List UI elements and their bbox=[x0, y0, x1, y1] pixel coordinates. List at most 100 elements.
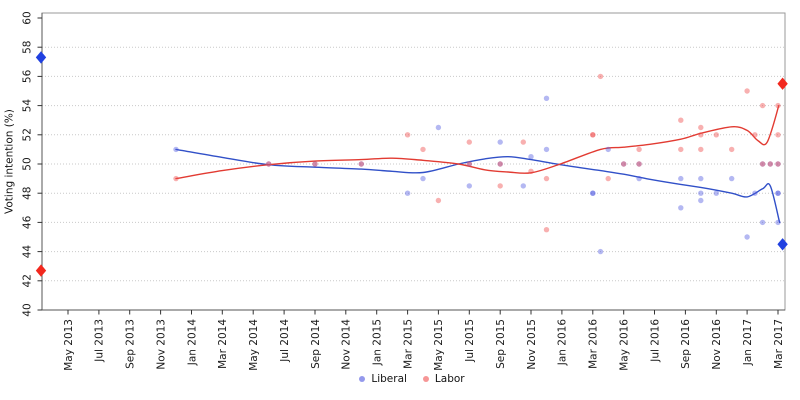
x-tick-label: Jan 2017 bbox=[742, 319, 754, 366]
labor-legend-label: Labor bbox=[434, 373, 465, 385]
x-tick-label: Nov 2014 bbox=[341, 319, 353, 370]
labor-scatter-point bbox=[729, 146, 735, 153]
liberal-scatter bbox=[173, 95, 781, 255]
x-tick-label: Mar 2014 bbox=[217, 319, 229, 369]
legend-item-liberal: Liberal bbox=[359, 373, 407, 385]
labor-scatter-point bbox=[420, 146, 426, 153]
liberal-scatter-point bbox=[752, 190, 758, 196]
x-tick-label: Mar 2015 bbox=[402, 319, 414, 369]
labor-scatter-point bbox=[678, 117, 684, 123]
liberal-scatter-point bbox=[775, 219, 781, 226]
x-tick-label: Jul 2016 bbox=[649, 319, 661, 363]
labor-scatter-point bbox=[767, 161, 773, 167]
liberal-scatter-point bbox=[435, 124, 442, 131]
labor-scatter-point bbox=[759, 161, 766, 167]
labor-scatter-point bbox=[590, 132, 596, 138]
legend: Liberal Labor bbox=[12, 373, 800, 385]
liberal-scatter-point bbox=[266, 161, 272, 167]
liberal-scatter-point bbox=[312, 161, 318, 167]
liberal-trend-line bbox=[175, 148, 781, 224]
x-tick-label: Jan 2015 bbox=[372, 319, 384, 366]
liberal-scatter-point bbox=[543, 146, 550, 153]
labor-scatter-point bbox=[775, 132, 781, 138]
liberal-scatter-point bbox=[497, 139, 503, 145]
labor-election-diamond bbox=[777, 77, 788, 90]
liberal-scatter-point bbox=[636, 175, 642, 182]
labor-scatter-point bbox=[520, 139, 526, 145]
liberal-scatter-point bbox=[466, 183, 472, 189]
liberal-scatter-point bbox=[404, 190, 411, 196]
y-axis-title: Voting intention (%) bbox=[3, 109, 16, 214]
labor-scatter-point bbox=[744, 88, 750, 94]
labor-scatter-point bbox=[597, 73, 604, 80]
x-tick-label: May 2016 bbox=[619, 319, 631, 371]
liberal-scatter-point bbox=[698, 190, 704, 196]
y-tick-label: 56 bbox=[22, 69, 34, 83]
labor-scatter-point bbox=[528, 168, 534, 174]
liberal-scatter-point bbox=[729, 175, 735, 182]
x-tick-label: Sep 2016 bbox=[680, 319, 692, 369]
liberal-scatter-point bbox=[713, 190, 719, 196]
labor-legend-marker-icon bbox=[422, 376, 429, 382]
x-tick-label: May 2015 bbox=[433, 319, 445, 371]
x-tick-label: Nov 2013 bbox=[155, 319, 167, 370]
liberal-scatter-point bbox=[173, 146, 179, 153]
liberal-scatter-point bbox=[590, 190, 596, 196]
labor-scatter-point bbox=[775, 102, 781, 109]
x-tick-label: Sep 2013 bbox=[125, 319, 137, 369]
liberal-scatter-point bbox=[420, 175, 426, 182]
gridlines bbox=[42, 46, 785, 282]
x-tick-label: Mar 2017 bbox=[773, 319, 785, 369]
liberal-scatter-point bbox=[358, 161, 364, 167]
liberal-scatter-point bbox=[597, 248, 604, 255]
x-tick-label: May 2013 bbox=[63, 319, 75, 371]
labor-scatter-point bbox=[636, 161, 642, 167]
liberal-scatter-point bbox=[605, 146, 611, 153]
liberal-election-diamond bbox=[35, 51, 47, 64]
liberal-scatter-point bbox=[543, 95, 550, 102]
liberal-scatter-point bbox=[744, 234, 750, 240]
labor-scatter-point bbox=[312, 161, 318, 167]
liberal-scatter-point bbox=[678, 175, 684, 182]
x-axis: May 2013 Jul 2013 Sep 2013 Nov 2013 Jan 2014… bbox=[63, 310, 785, 371]
y-tick-label: 58 bbox=[22, 41, 34, 54]
labor-scatter-point bbox=[698, 124, 704, 131]
x-tick-label: May 2014 bbox=[248, 319, 260, 371]
liberal-legend-marker-icon bbox=[359, 376, 366, 382]
liberal-election-diamond bbox=[777, 238, 788, 251]
liberal-scatter-point bbox=[621, 161, 627, 167]
liberal-scatter-point bbox=[759, 161, 766, 167]
liberal-scatter-point bbox=[528, 154, 534, 160]
labor-scatter-point bbox=[466, 139, 472, 145]
liberal-scatter-point bbox=[698, 197, 704, 204]
labor-trend-line bbox=[175, 104, 780, 180]
plot-box bbox=[41, 12, 786, 311]
labor-scatter-point bbox=[678, 146, 684, 153]
x-tick-label: Jul 2015 bbox=[464, 319, 476, 363]
x-tick-label: Jul 2014 bbox=[279, 319, 291, 363]
labor-scatter-point bbox=[590, 132, 596, 138]
liberal-scatter-point bbox=[775, 190, 781, 196]
labor-scatter-point bbox=[266, 161, 272, 167]
y-tick-label: 42 bbox=[22, 274, 34, 287]
y-tick-label: 60 bbox=[22, 11, 34, 24]
labor-scatter-point bbox=[173, 175, 179, 182]
labor-scatter-point bbox=[698, 146, 704, 153]
x-tick-label: Nov 2015 bbox=[526, 319, 538, 370]
labor-scatter-point bbox=[358, 161, 364, 167]
legend-item-labor: Labor bbox=[422, 373, 465, 385]
liberal-scatter-point bbox=[775, 161, 781, 167]
x-tick-label: Sep 2015 bbox=[495, 319, 507, 369]
liberal-scatter-point bbox=[775, 190, 781, 196]
liberal-scatter-point bbox=[520, 183, 526, 189]
labor-scatter-point bbox=[497, 161, 503, 167]
x-tick-label: Jan 2016 bbox=[557, 319, 569, 367]
labor-scatter-point bbox=[466, 161, 472, 167]
liberal-legend-label: Liberal bbox=[371, 373, 407, 385]
liberal-scatter-point bbox=[497, 161, 503, 167]
x-tick-label: Nov 2016 bbox=[711, 319, 723, 370]
y-tick-label: 48 bbox=[22, 187, 34, 200]
x-tick-label: Sep 2014 bbox=[310, 319, 322, 369]
liberal-scatter-point bbox=[678, 205, 684, 211]
